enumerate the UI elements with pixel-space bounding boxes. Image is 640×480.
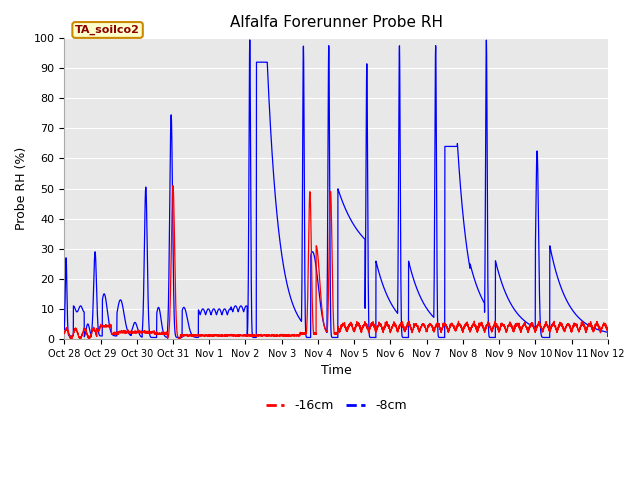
Y-axis label: Probe RH (%): Probe RH (%) bbox=[15, 147, 28, 230]
Text: TA_soilco2: TA_soilco2 bbox=[75, 25, 140, 35]
X-axis label: Time: Time bbox=[321, 364, 351, 377]
Title: Alfalfa Forerunner Probe RH: Alfalfa Forerunner Probe RH bbox=[230, 15, 442, 30]
Legend: -16cm, -8cm: -16cm, -8cm bbox=[260, 394, 412, 417]
